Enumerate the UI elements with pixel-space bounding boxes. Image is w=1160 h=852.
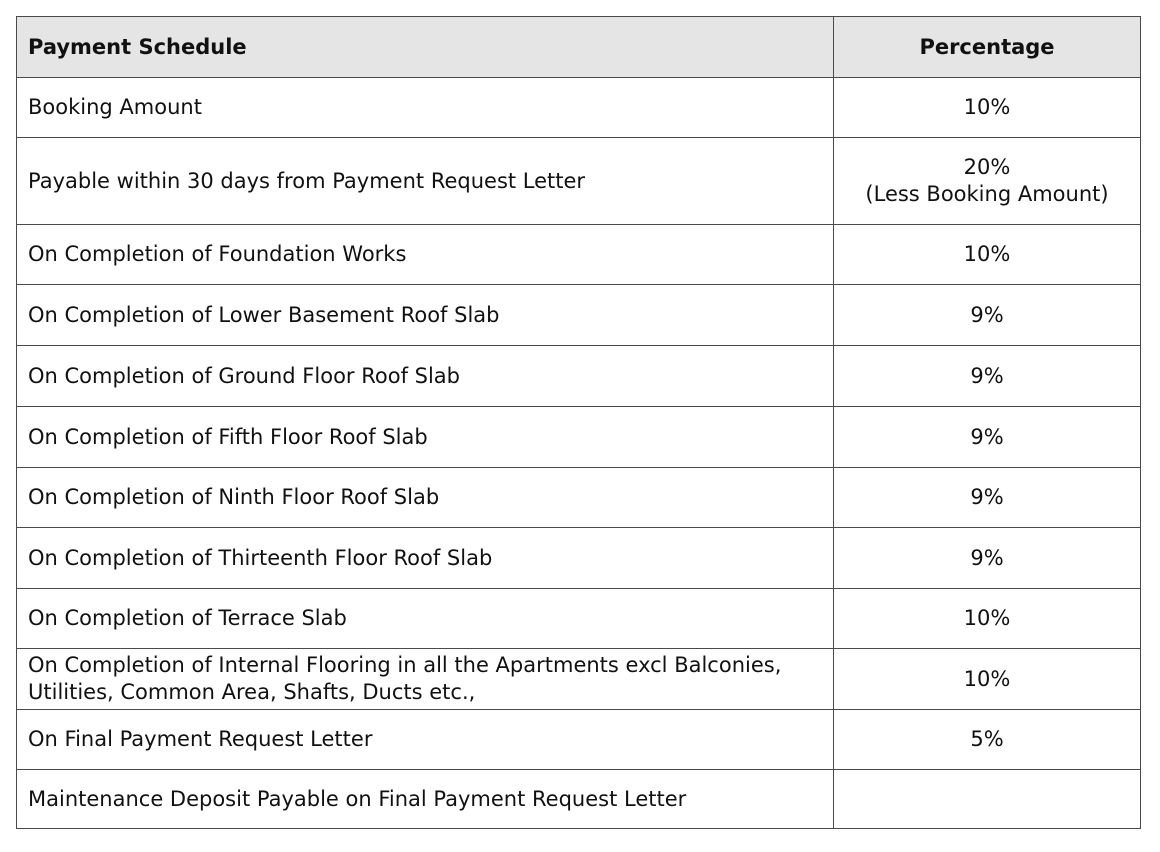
schedule-cell: Maintenance Deposit Payable on Final Pay… xyxy=(16,769,834,829)
table-row: On Completion of Internal Flooring in al… xyxy=(16,648,1141,710)
schedule-cell: Booking Amount xyxy=(16,77,834,138)
table-row: On Completion of Foundation Works 10% xyxy=(16,224,1141,285)
schedule-cell: On Completion of Ninth Floor Roof Slab xyxy=(16,467,834,528)
percentage-cell: 10% xyxy=(833,77,1141,138)
schedule-cell: On Completion of Terrace Slab xyxy=(16,588,834,649)
schedule-cell: Payable within 30 days from Payment Requ… xyxy=(16,137,834,225)
table-row: On Completion of Ninth Floor Roof Slab 9… xyxy=(16,467,1141,528)
schedule-cell: On Final Payment Request Letter xyxy=(16,709,834,770)
schedule-line: On Completion of Internal Flooring in al… xyxy=(28,653,782,677)
percentage-cell: 10% xyxy=(833,224,1141,285)
percentage-cell: 10% xyxy=(833,588,1141,649)
table-row: On Completion of Terrace Slab 10% xyxy=(16,588,1141,649)
percentage-cell: 10% xyxy=(833,648,1141,710)
percentage-note: (Less Booking Amount) xyxy=(865,182,1109,206)
percentage-cell: 9% xyxy=(833,467,1141,528)
percentage-value: 20% xyxy=(963,155,1011,179)
percentage-cell: 20% (Less Booking Amount) xyxy=(833,137,1141,225)
percentage-cell xyxy=(833,769,1141,829)
schedule-cell: On Completion of Thirteenth Floor Roof S… xyxy=(16,527,834,589)
schedule-cell: On Completion of Fifth Floor Roof Slab xyxy=(16,406,834,468)
schedule-cell: On Completion of Ground Floor Roof Slab xyxy=(16,345,834,407)
table-row: On Completion of Lower Basement Roof Sla… xyxy=(16,284,1141,346)
table-row: Payable within 30 days from Payment Requ… xyxy=(16,137,1141,225)
header-payment-schedule: Payment Schedule xyxy=(16,16,834,78)
percentage-cell: 9% xyxy=(833,406,1141,468)
percentage-cell: 9% xyxy=(833,345,1141,407)
table-row: Booking Amount 10% xyxy=(16,77,1141,138)
table-row: Maintenance Deposit Payable on Final Pay… xyxy=(16,769,1141,829)
payment-schedule-table: Payment Schedule Percentage Booking Amou… xyxy=(16,16,1141,829)
table-row: On Completion of Ground Floor Roof Slab … xyxy=(16,345,1141,407)
table-row: On Completion of Fifth Floor Roof Slab 9… xyxy=(16,406,1141,468)
table-row: On Final Payment Request Letter 5% xyxy=(16,709,1141,770)
schedule-line: Utilities, Common Area, Shafts, Ducts et… xyxy=(28,680,476,704)
percentage-cell: 5% xyxy=(833,709,1141,770)
table-row: On Completion of Thirteenth Floor Roof S… xyxy=(16,527,1141,589)
header-percentage: Percentage xyxy=(833,16,1141,78)
percentage-cell: 9% xyxy=(833,527,1141,589)
schedule-cell: On Completion of Internal Flooring in al… xyxy=(16,648,834,710)
percentage-cell: 9% xyxy=(833,284,1141,346)
header-row: Payment Schedule Percentage xyxy=(16,16,1141,78)
schedule-cell: On Completion of Foundation Works xyxy=(16,224,834,285)
schedule-cell: On Completion of Lower Basement Roof Sla… xyxy=(16,284,834,346)
